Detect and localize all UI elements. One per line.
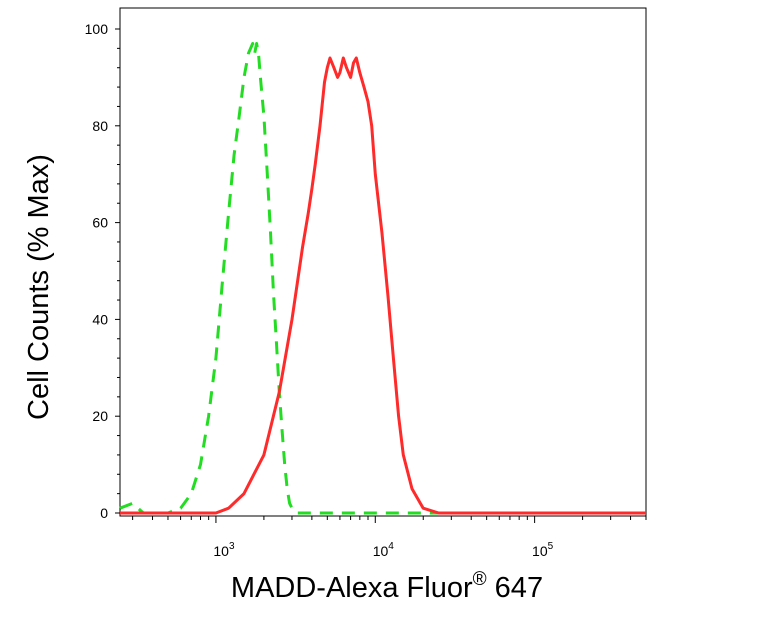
x-tick-label: 103 bbox=[213, 541, 235, 559]
y-tick-label: 100 bbox=[85, 21, 109, 37]
y-tick-label: 60 bbox=[92, 215, 108, 231]
series-layer bbox=[119, 42, 646, 515]
dashed-histogram-line bbox=[119, 42, 646, 515]
y-tick-label: 40 bbox=[92, 311, 108, 327]
y-axis-label: Cell Counts (% Max) bbox=[23, 154, 55, 420]
y-tick-label: 20 bbox=[92, 408, 108, 424]
x-axis-label-registered-mark: ® bbox=[473, 569, 487, 590]
x-axis-label: MADD-Alexa Fluor® 647 bbox=[231, 569, 543, 604]
y-tick-label: 0 bbox=[100, 505, 108, 521]
solid-histogram-line bbox=[120, 56, 646, 515]
x-axis-label-main: MADD-Alexa Fluor bbox=[231, 572, 473, 604]
x-tick-label: 105 bbox=[532, 541, 554, 559]
y-axis-ticks: 0 20 40 60 80 100 bbox=[85, 21, 120, 521]
x-axis-label-suffix: 647 bbox=[487, 572, 543, 604]
x-axis-ticks: 103 104 105 bbox=[132, 516, 647, 559]
y-tick-label: 80 bbox=[92, 118, 108, 134]
plot-frame bbox=[119, 7, 647, 517]
x-tick-label: 104 bbox=[373, 541, 395, 559]
